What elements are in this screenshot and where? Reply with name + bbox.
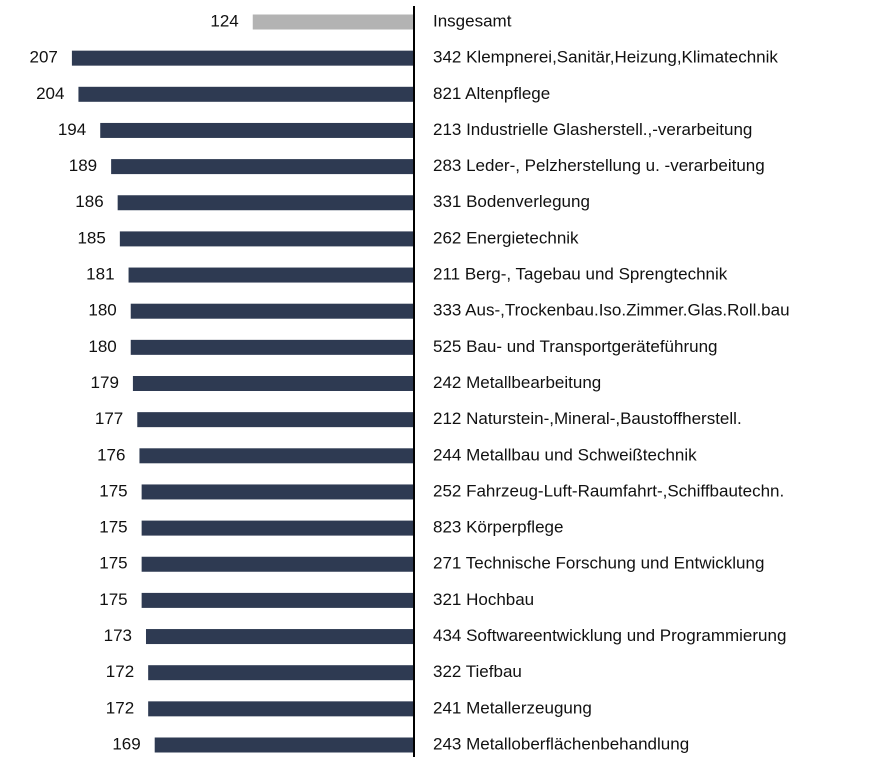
value-label: 176: [97, 445, 125, 464]
category-label: 821 Altenpflege: [433, 84, 550, 103]
category-label: 333 Aus-,Trockenbau.Iso.Zimmer.Glas.Roll…: [433, 301, 790, 320]
category-label: 342 Klempnerei,Sanitär,Heizung,Klimatech…: [433, 48, 778, 67]
category-label: 322 Tiefbau: [433, 662, 522, 681]
bar: [141, 484, 414, 500]
value-label: 185: [77, 228, 105, 247]
value-label: 172: [106, 698, 134, 717]
category-label: 243 Metalloberflächenbehandlung: [433, 734, 689, 753]
value-label: 194: [58, 120, 86, 139]
bar: [78, 86, 414, 102]
bar: [148, 701, 414, 717]
bar: [145, 629, 414, 645]
category-label: 252 Fahrzeug-Luft-Raumfahrt-,Schiffbaute…: [433, 481, 784, 500]
value-label: 186: [75, 192, 103, 211]
category-label: 271 Technische Forschung und Entwicklung: [433, 554, 764, 573]
bar: [252, 14, 414, 30]
category-label: 241 Metallerzeugung: [433, 698, 592, 717]
bar: [141, 520, 414, 536]
value-label: 207: [30, 48, 58, 67]
value-label: 180: [88, 337, 116, 356]
category-label: Insgesamt: [433, 11, 512, 30]
category-label: 321 Hochbau: [433, 590, 534, 609]
value-label: 204: [36, 84, 64, 103]
bar: [141, 592, 414, 608]
bar: [154, 737, 414, 753]
bar: [111, 159, 414, 175]
category-label: 213 Industrielle Glasherstell.,-verarbei…: [433, 120, 752, 139]
value-label: 175: [99, 518, 127, 537]
category-label: 283 Leder-, Pelzherstellung u. -verarbei…: [433, 156, 765, 175]
bar: [139, 448, 414, 464]
bar: [119, 231, 414, 247]
value-label: 175: [99, 481, 127, 500]
category-label: 242 Metallbearbeitung: [433, 373, 601, 392]
bar: [117, 195, 415, 211]
bar: [132, 376, 415, 391]
bar: [130, 339, 414, 355]
category-label: 244 Metallbau und Schweißtechnik: [433, 445, 697, 464]
category-label: 823 Körperpflege: [433, 518, 563, 537]
value-label: 189: [69, 156, 97, 175]
category-label: 262 Energietechnik: [433, 228, 579, 247]
value-label: 177: [95, 409, 123, 428]
value-label: 124: [210, 11, 238, 30]
bar: [100, 122, 415, 138]
category-label: 212 Naturstein-,Mineral-,Baustoffherstel…: [433, 409, 742, 428]
bar: [148, 665, 414, 681]
category-label: 525 Bau- und Transportgeräteführung: [433, 337, 717, 356]
value-label: 175: [99, 554, 127, 573]
value-label: 173: [104, 626, 132, 645]
category-label: 211 Berg-, Tagebau und Sprengtechnik: [433, 265, 728, 284]
bar: [71, 50, 414, 66]
value-label: 169: [112, 734, 140, 753]
bar: [137, 412, 414, 428]
category-label: 434 Softwareentwicklung und Programmieru…: [433, 626, 786, 645]
value-label: 175: [99, 590, 127, 609]
bar: [130, 303, 414, 319]
bar: [128, 267, 414, 283]
value-label: 181: [86, 265, 114, 284]
bar: [141, 556, 414, 572]
value-label: 180: [88, 301, 116, 320]
value-label: 172: [106, 662, 134, 681]
category-label: 331 Bodenverlegung: [433, 192, 590, 211]
value-label: 179: [91, 373, 119, 392]
